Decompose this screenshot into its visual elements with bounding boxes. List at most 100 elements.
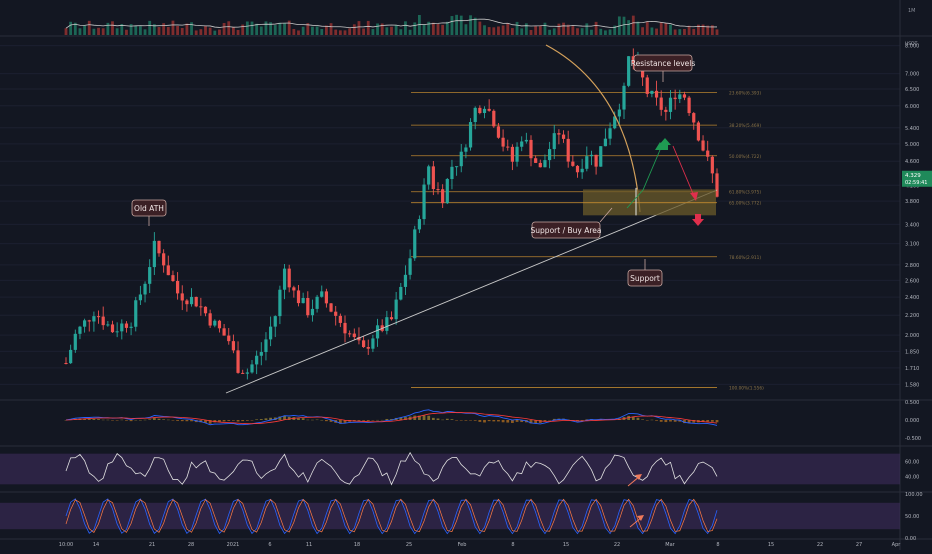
- candle-body: [682, 94, 687, 98]
- volume-bar: [236, 29, 240, 35]
- candle-body: [64, 363, 68, 365]
- volume-bar: [269, 22, 272, 35]
- down-arrow-icon: [692, 214, 704, 226]
- volume-bar: [199, 29, 203, 35]
- candle-body: [617, 109, 621, 117]
- axes: 1.580 1.710 1.850 2.000 2.200 2.400 2.600 2.800…: [59, 8, 932, 548]
- stoch-tick-label: 100.00: [905, 492, 923, 498]
- candle-body: [496, 126, 501, 138]
- macd-histogram-bar: [399, 417, 403, 420]
- candle-body: [422, 184, 426, 220]
- volume-bar: [408, 29, 412, 35]
- candle-body: [403, 274, 408, 287]
- candle-body: [120, 323, 124, 332]
- volume-bar: [692, 28, 696, 35]
- volume-bar: [185, 23, 189, 35]
- volume-bar: [562, 22, 565, 35]
- volume-bar: [245, 21, 249, 35]
- volume-bar: [529, 29, 533, 35]
- macd-histogram-bar: [83, 418, 86, 420]
- volume-bar: [608, 29, 612, 35]
- volume-bar: [162, 23, 166, 35]
- candle-body: [673, 97, 677, 100]
- price-tick-label: 8.000: [905, 44, 919, 50]
- candle-body: [524, 139, 528, 142]
- volume-bar: [548, 29, 551, 35]
- volume-bar: [585, 23, 589, 35]
- candle-body: [138, 294, 142, 301]
- candle-body: [557, 133, 561, 135]
- macd-histogram-bar: [478, 420, 482, 422]
- candle-body: [561, 134, 566, 139]
- volume-bar: [348, 28, 352, 35]
- macd-histogram-bar: [325, 420, 328, 422]
- candle-body: [176, 280, 180, 294]
- candle-body: [664, 109, 668, 112]
- macd-histogram-bar: [431, 417, 435, 420]
- volume-bar: [473, 17, 477, 35]
- volume-bar: [320, 29, 324, 35]
- macd-histogram-bar: [552, 418, 556, 420]
- time-tick-label: 14: [93, 542, 99, 548]
- fib-label: 50.00%(4.722): [729, 154, 761, 160]
- candle-body: [306, 298, 310, 316]
- volume-bar: [134, 25, 138, 35]
- volume-bar: [459, 15, 463, 35]
- volume-bar: [325, 25, 328, 35]
- volume-bar: [273, 25, 277, 35]
- price-tick-label: 1.710: [905, 366, 919, 372]
- fib-label: 38.20%(5.469): [729, 123, 761, 129]
- rsi-arrowhead-icon: [635, 474, 642, 480]
- time-tick-label: Feb: [458, 542, 467, 548]
- macd-histogram-bar: [297, 418, 300, 420]
- macd-histogram-bar: [371, 420, 375, 421]
- macd-histogram-bar: [659, 420, 663, 422]
- fib-levels: 23.60%(6.393) 38.20%(5.469) 50.00%(4.722) 6…: [411, 91, 764, 392]
- volume-bar: [259, 26, 263, 35]
- volume-bar: [143, 29, 147, 35]
- volume-bar: [208, 27, 212, 35]
- volume-bar: [83, 25, 86, 35]
- time-tick-label: 22: [817, 542, 823, 548]
- volume-bar: [613, 25, 617, 35]
- volume-bar: [636, 21, 640, 35]
- candle-body: [399, 286, 403, 300]
- candle-body: [148, 267, 152, 284]
- stoch-band: [0, 502, 900, 530]
- candle-body: [571, 161, 575, 166]
- macd-histogram-bar: [125, 420, 128, 421]
- volume-bar: [385, 27, 389, 35]
- volume-bar: [427, 21, 431, 35]
- volume-bar: [222, 23, 226, 35]
- volume-bar: [139, 26, 142, 35]
- candle-body: [278, 289, 282, 317]
- volume-bar: [641, 27, 644, 35]
- volume-bar: [394, 25, 398, 35]
- volume-bar: [287, 20, 291, 35]
- volume-bar: [673, 29, 677, 35]
- macd-tick-label: -0.500: [905, 436, 921, 442]
- old-ath-callout-text: Old ATH: [134, 204, 164, 213]
- volume-bar: [543, 22, 547, 35]
- volume-bar: [469, 15, 472, 35]
- macd-histogram-bar: [106, 419, 110, 421]
- candle-body: [194, 296, 198, 307]
- macd-histogram-bar: [92, 418, 96, 420]
- macd-histogram-bar: [362, 420, 365, 421]
- candle-body: [585, 156, 589, 169]
- candle-body: [650, 90, 654, 94]
- stoch-arrowhead-icon: [637, 515, 644, 521]
- macd-histogram-bar: [250, 420, 254, 421]
- time-tick-label: 25: [406, 542, 412, 548]
- volume-bar: [538, 25, 542, 35]
- macd-histogram-bar: [473, 420, 477, 421]
- macd-histogram-bar: [678, 420, 682, 422]
- candle-body: [534, 158, 538, 163]
- volume-bar: [571, 26, 575, 35]
- up-arrow-icon: [659, 138, 671, 150]
- candle-body: [613, 116, 617, 129]
- candle-body: [566, 138, 570, 162]
- price-tick-label: 3.100: [905, 242, 919, 248]
- volume-bar: [227, 21, 231, 35]
